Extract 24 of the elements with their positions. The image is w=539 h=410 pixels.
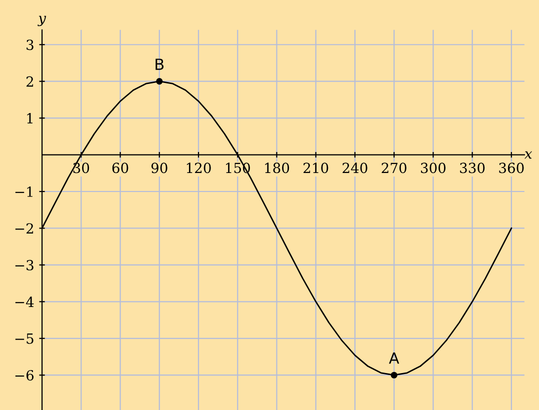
x-tick-label: 270	[382, 162, 406, 174]
x-tick-label: 360	[499, 162, 524, 174]
y-tick-label: −5	[15, 334, 34, 344]
x-tick-label: 300	[420, 162, 446, 174]
y-tick-label: 2	[26, 76, 34, 87]
x-tick-label: 120	[186, 162, 211, 174]
x-tick-label: 240	[342, 162, 368, 174]
x-tick-label: 180	[265, 162, 290, 174]
y-tick-label: 3	[26, 40, 34, 50]
x-axis-title: x	[524, 151, 532, 159]
y-tick-label: 1	[27, 113, 32, 124]
x-tick-label: 60	[112, 162, 128, 174]
annotation: A	[388, 352, 400, 364]
annotation: B	[156, 58, 164, 70]
y-tick-label: −4	[15, 296, 34, 307]
y-tick-label: −2	[15, 223, 34, 234]
x-tick-label: 90	[151, 162, 168, 174]
y-tick-label: −1	[15, 186, 32, 197]
y-tick-label: −6	[15, 370, 34, 381]
y-tick-label: −3	[15, 260, 34, 270]
x-tick-label: 30	[73, 162, 90, 174]
y-axis-title: y	[38, 16, 46, 26]
x-tick-label: 210	[304, 162, 328, 174]
x-tick-label: 330	[460, 162, 485, 174]
